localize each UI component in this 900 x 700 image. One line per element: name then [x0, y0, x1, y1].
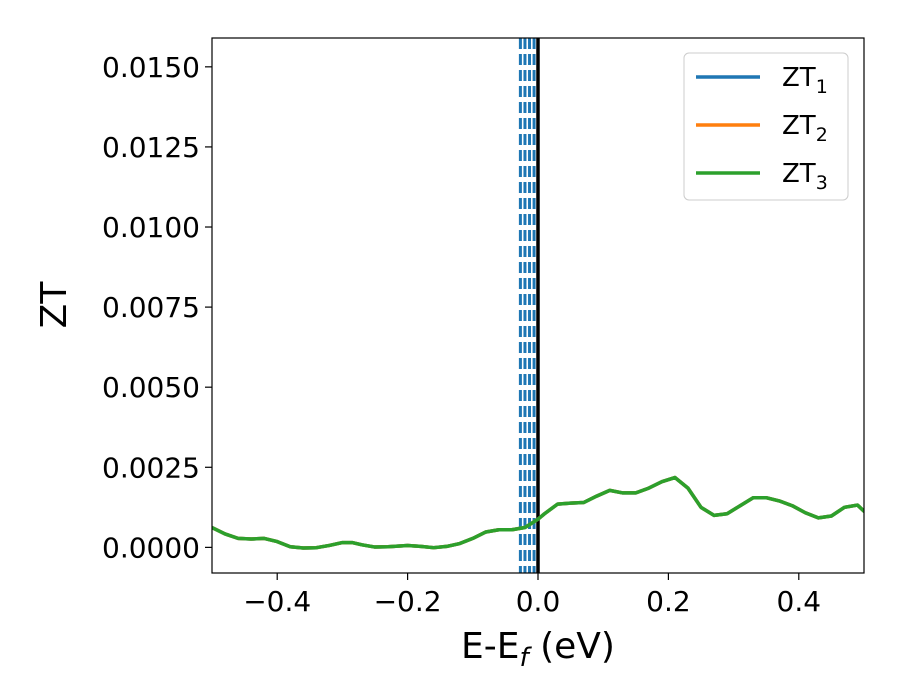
x-tick-label: −0.2 — [374, 585, 442, 618]
y-axis-label: ZT — [34, 281, 75, 329]
x-tick-label: −0.4 — [243, 585, 311, 618]
legend-box — [683, 52, 849, 201]
y-tick-label: 0.0125 — [102, 131, 200, 164]
y-tick-label: 0.0075 — [102, 291, 200, 324]
y-tick-label: 0.0050 — [102, 371, 200, 404]
y-tick-label: 0.0025 — [102, 451, 200, 484]
y-tick-label: 0.0100 — [102, 211, 200, 244]
x-axis: −0.4 −0.2 0.0 0.2 0.4 — [243, 573, 821, 618]
y-tick-label: 0.0150 — [102, 51, 200, 84]
y-axis: 0.0000 0.0025 0.0050 0.0075 0.0100 0.0125 0.01… — [102, 51, 212, 564]
x-axis-label: E-Ef (eV) — [461, 626, 615, 673]
legend-label-1: ZT1 — [782, 63, 828, 98]
vertical-lines — [518, 38, 540, 573]
x-tick-label: 0.0 — [516, 585, 561, 618]
legend-label-2: ZT2 — [782, 111, 828, 146]
series-lines — [212, 475, 864, 550]
x-tick-label: 0.4 — [777, 585, 822, 618]
legend-label-3: ZT3 — [782, 159, 828, 194]
y-tick-label: 0.0000 — [102, 531, 200, 564]
legend: ZT1 ZT2 ZT3 — [683, 52, 849, 201]
x-tick-label: 0.2 — [646, 585, 691, 618]
series-line-3 — [212, 475, 864, 550]
